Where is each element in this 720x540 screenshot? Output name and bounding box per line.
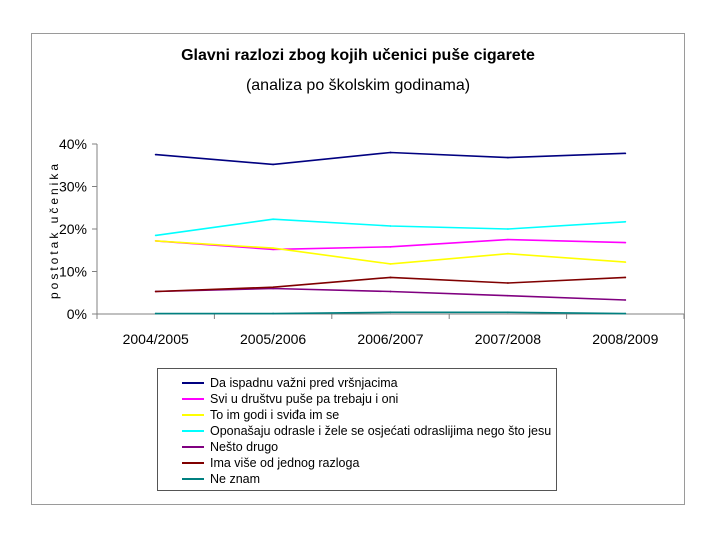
series-1-point bbox=[272, 163, 274, 166]
legend-item: Nešto drugo bbox=[158, 439, 556, 455]
series-6-point bbox=[272, 286, 274, 289]
x-tick-label: 2004/2005 bbox=[123, 331, 189, 347]
legend-item: Ne znam bbox=[158, 471, 556, 487]
legend-label: Nešto drugo bbox=[210, 440, 279, 454]
series-line-6 bbox=[155, 276, 626, 293]
y-tick-label: 30% bbox=[59, 179, 87, 195]
legend-label: To im godi i sviđa im se bbox=[210, 408, 340, 422]
series-1-point bbox=[389, 151, 392, 154]
series-1-point bbox=[507, 156, 509, 159]
y-tick-label: 40% bbox=[59, 136, 87, 152]
series-7-point bbox=[624, 312, 627, 315]
x-tick-label: 2005/2006 bbox=[240, 331, 306, 347]
series-5-point bbox=[507, 294, 509, 297]
y-axis-title: postotak učenika bbox=[47, 161, 61, 299]
legend-item: To im godi i sviđa im se bbox=[158, 407, 556, 423]
series-7-point bbox=[389, 311, 392, 314]
series-line-5 bbox=[155, 287, 626, 301]
series-4-point bbox=[389, 225, 392, 227]
series-5-point bbox=[389, 290, 392, 293]
x-tick-label: 2006/2007 bbox=[357, 331, 423, 347]
chart-subtitle: (analiza po školskim godinama) bbox=[245, 77, 471, 94]
legend-swatch bbox=[182, 398, 204, 400]
legend: Da ispadnu važni pred vršnjacima Svi u dr… bbox=[157, 368, 557, 491]
legend-item: Ima više od jednog razloga bbox=[158, 455, 556, 471]
y-tick-label: 0% bbox=[67, 306, 87, 322]
legend-swatch bbox=[182, 462, 204, 464]
legend-label: Ima više od jednog razloga bbox=[210, 456, 360, 470]
y-tick-label: 20% bbox=[59, 221, 87, 237]
series-2-point bbox=[624, 241, 627, 244]
legend-label: Ne znam bbox=[210, 472, 261, 486]
series-3-point bbox=[154, 240, 157, 242]
series-4-point bbox=[272, 218, 274, 221]
series-line-1 bbox=[155, 151, 626, 166]
series-2-point bbox=[507, 238, 509, 241]
series-3-point bbox=[272, 247, 274, 250]
legend-swatch bbox=[182, 446, 204, 448]
series-6-point bbox=[389, 276, 392, 279]
legend-swatch bbox=[182, 382, 204, 384]
series-7-point bbox=[272, 312, 274, 315]
legend-swatch bbox=[182, 478, 204, 480]
chart-frame bbox=[31, 33, 685, 505]
series-line-4 bbox=[155, 218, 626, 237]
series-7-point bbox=[154, 312, 157, 315]
series-2-point bbox=[389, 245, 392, 248]
series-6-point bbox=[624, 276, 627, 279]
series-6-point bbox=[507, 282, 509, 284]
legend-label: Oponašaju odrasle i žele se osjećati odr… bbox=[210, 424, 552, 438]
series-line-3 bbox=[155, 240, 626, 265]
legend-item: Oponašaju odrasle i žele se osjećati odr… bbox=[158, 423, 556, 439]
legend-item: Da ispadnu važni pred vršnjacima bbox=[158, 375, 556, 391]
x-tick-label: 2007/2008 bbox=[475, 331, 541, 347]
series-3-point bbox=[624, 261, 627, 264]
legend-label: Svi u društvu puše pa trebaju i oni bbox=[210, 392, 399, 406]
series-7-point bbox=[507, 311, 509, 314]
series-5-point bbox=[272, 287, 274, 290]
series-3-point bbox=[389, 262, 392, 265]
series-4-point bbox=[507, 228, 509, 230]
series-1-point bbox=[624, 152, 627, 155]
series-1-point bbox=[154, 153, 157, 156]
legend-item: Svi u društvu puše pa trebaju i oni bbox=[158, 391, 556, 407]
series-4-point bbox=[154, 234, 157, 237]
x-tick-label: 2008/2009 bbox=[592, 331, 658, 347]
series-6-point bbox=[154, 290, 157, 293]
y-tick-label: 10% bbox=[59, 264, 87, 280]
series-3-point bbox=[507, 252, 509, 255]
chart-title: Glavni razlozi zbog kojih učenici puše c… bbox=[181, 47, 535, 64]
series-4-point bbox=[624, 220, 627, 223]
legend-swatch bbox=[182, 430, 204, 432]
legend-swatch bbox=[182, 414, 204, 416]
legend-label: Da ispadnu važni pred vršnjacima bbox=[210, 376, 398, 390]
series-5-point bbox=[624, 299, 627, 301]
